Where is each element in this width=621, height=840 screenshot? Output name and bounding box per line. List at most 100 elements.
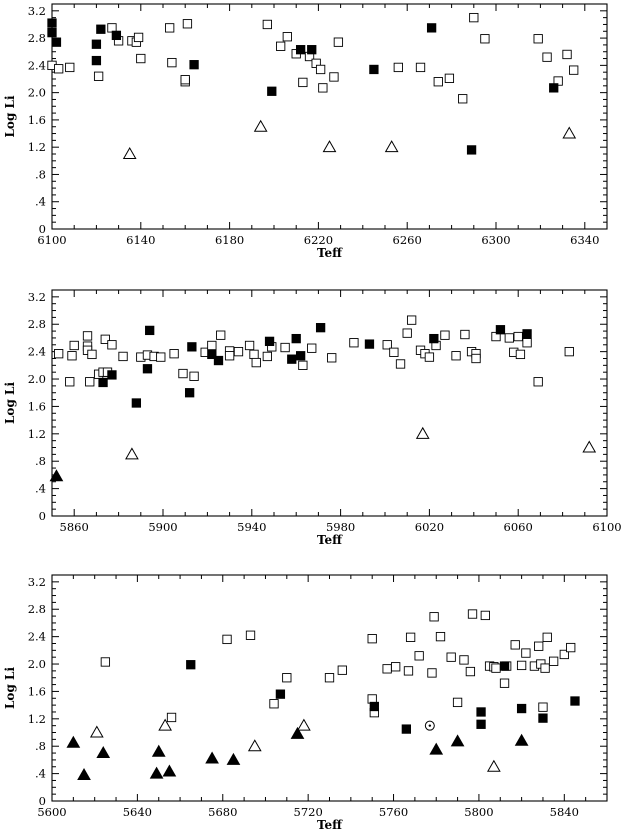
plot-frame [51, 574, 608, 802]
data-point-open-square [402, 328, 412, 338]
data-point-open-square [435, 631, 446, 642]
data-point-open-square [65, 377, 75, 387]
data-point-filled-square [267, 86, 277, 96]
y-tick-label: .8 [35, 454, 46, 468]
data-point-open-square [244, 340, 255, 351]
data-point-open-square [269, 699, 279, 709]
data-point-open-triangle [247, 739, 262, 752]
data-point-open-square [513, 331, 523, 342]
data-point-filled-square [429, 333, 439, 344]
data-point-open-square [480, 610, 490, 621]
data-point-filled-triangle [151, 744, 166, 757]
y-tick-label: .4 [35, 767, 46, 781]
y-tick-label: 2.4 [28, 58, 46, 72]
x-axis-title: Teff [317, 818, 343, 832]
data-point-filled-square [369, 701, 379, 712]
data-point-open-square [233, 346, 244, 357]
data-point-open-square [189, 371, 199, 381]
data-point-filled-square [476, 707, 486, 717]
x-tick-label: 5640 [123, 805, 152, 819]
x-tick-label: 5800 [464, 805, 493, 819]
y-tick-label: 2.0 [28, 86, 46, 100]
data-point-open-square [178, 368, 188, 379]
y-tick-label: 0 [39, 509, 46, 523]
data-point-open-square [180, 75, 190, 85]
y-tick-label: 1.2 [28, 712, 46, 726]
data-point-filled-square [275, 689, 286, 699]
data-point-open-triangle [384, 140, 399, 153]
data-point-open-square [452, 697, 463, 708]
data-point-open-square [136, 53, 146, 64]
data-point-open-square [415, 62, 426, 73]
data-point-open-square [427, 668, 437, 678]
data-point-filled-triangle [205, 751, 219, 764]
data-point-open-square [245, 630, 256, 640]
x-tick-label: 6340 [570, 233, 599, 247]
x-tick-label: 6100 [592, 520, 621, 534]
data-point-filled-square [315, 323, 326, 333]
data-point-open-triangle [122, 146, 137, 159]
x-axis-title: Teff [317, 246, 343, 260]
plot-frame [51, 3, 608, 230]
x-tick-label: 6100 [37, 233, 66, 247]
data-point-open-square [85, 377, 95, 387]
data-point-open-square [54, 349, 64, 359]
data-point-filled-square [213, 355, 224, 366]
x-tick-label: 5900 [148, 520, 177, 534]
data-point-open-square [282, 32, 292, 42]
data-point-open-square [522, 338, 532, 348]
data-point-open-square [424, 352, 435, 362]
data-point-filled-square [142, 364, 153, 374]
data-point-open-square [440, 330, 450, 340]
data-point-open-triangle [582, 440, 597, 453]
data-point-filled-square [131, 398, 142, 408]
data-point-open-square [446, 652, 456, 662]
data-point-filled-square [538, 713, 548, 723]
data-point-open-square [405, 632, 416, 642]
y-tick-label: 1.6 [28, 399, 46, 413]
data-point-open-square [249, 349, 259, 360]
scatter-plot-3: 5600 5640 5680 5720 5760 5800 5840 0 .4 .8 1.2 1.6 2… [3, 574, 608, 832]
x-tick-label: 5680 [208, 805, 237, 819]
data-point-filled-square [295, 45, 306, 55]
x-tick-label: 6300 [481, 233, 510, 247]
y-tick-label: 3.2 [28, 575, 46, 589]
y-tick-label: 2.4 [28, 345, 46, 359]
data-point-open-square [222, 634, 232, 645]
data-point-open-square [329, 72, 339, 82]
data-point-open-square [510, 640, 520, 650]
x-tick-label: 6260 [393, 233, 422, 247]
data-point-open-square [65, 62, 75, 73]
data-point-filled-square [186, 660, 196, 670]
data-point-filled-square [426, 23, 437, 33]
x-tick-label: 6140 [126, 233, 155, 247]
data-point-open-square [382, 664, 392, 674]
data-point-filled-triangle [429, 742, 444, 755]
data-point-open-square [93, 71, 104, 81]
y-tick-label: 1.2 [28, 427, 46, 441]
x-tick-label: 5940 [237, 520, 266, 534]
data-point-open-square [118, 351, 128, 362]
data-point-open-square [298, 360, 308, 370]
data-point-filled-square [516, 703, 527, 714]
data-point-open-square [100, 334, 110, 344]
y-tick-label: .4 [35, 482, 46, 496]
data-point-open-triangle [125, 447, 139, 460]
data-point-filled-square [549, 83, 559, 93]
data-point-open-square [433, 77, 443, 87]
x-tick-label: 5600 [37, 805, 66, 819]
data-point-circle-dot [424, 720, 435, 731]
data-point-filled-triangle [149, 766, 164, 779]
data-point-open-triangle [89, 725, 104, 738]
x-tick-label: 5840 [550, 805, 579, 819]
data-point-open-square [107, 340, 117, 350]
data-point-filled-square [207, 349, 217, 360]
y-tick-label: 2.0 [28, 657, 46, 671]
data-point-open-square [538, 702, 548, 712]
data-point-open-square [156, 352, 166, 362]
data-point-open-square [182, 19, 193, 29]
data-point-filled-square [91, 39, 102, 49]
x-axis-title: Teff [317, 533, 343, 547]
data-point-open-square [298, 77, 308, 88]
